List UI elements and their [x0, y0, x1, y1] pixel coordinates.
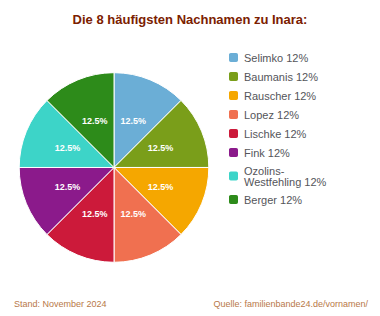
svg-text:Die 8 häufigsten Nachnamen zu: Die 8 häufigsten Nachnamen zu Inara: — [73, 12, 308, 27]
svg-text:Selimko 12%: Selimko 12% — [244, 52, 308, 64]
svg-text:12.5%: 12.5% — [148, 182, 174, 192]
svg-text:Ozolins-: Ozolins- — [244, 164, 285, 177]
svg-text:Baumanis 12%: Baumanis 12% — [244, 71, 318, 83]
svg-text:Lischke 12%: Lischke 12% — [244, 128, 307, 140]
svg-text:12.5%: 12.5% — [121, 116, 147, 126]
svg-text:Fink 12%: Fink 12% — [244, 147, 290, 159]
svg-text:Berger 12%: Berger 12% — [244, 194, 302, 206]
svg-text:Lopez 12%: Lopez 12% — [244, 109, 299, 121]
svg-text:Westfehling 12%: Westfehling 12% — [244, 176, 327, 188]
svg-text:Rauscher 12%: Rauscher 12% — [244, 90, 316, 102]
svg-text:12.5%: 12.5% — [55, 182, 81, 192]
svg-text:Quelle: familienbande24.de/vor: Quelle: familienbande24.de/vornamen/ — [213, 299, 368, 309]
svg-text:12.5%: 12.5% — [82, 209, 108, 219]
svg-text:12.5%: 12.5% — [121, 209, 147, 219]
svg-text:12.5%: 12.5% — [55, 143, 81, 153]
svg-text:Stand: November 2024: Stand: November 2024 — [14, 299, 107, 309]
svg-text:12.5%: 12.5% — [148, 143, 174, 153]
svg-text:12.5%: 12.5% — [82, 116, 108, 126]
